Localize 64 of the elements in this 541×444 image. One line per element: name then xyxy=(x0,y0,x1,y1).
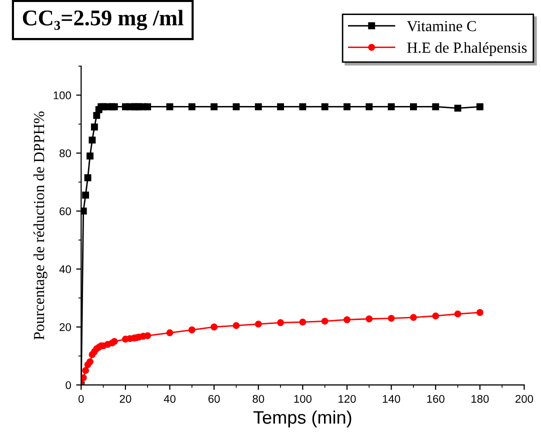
y-tick-label: 40 xyxy=(59,265,71,274)
x-tick-label: 180 xyxy=(472,394,489,403)
x-tick-label: 20 xyxy=(120,394,132,403)
point xyxy=(210,103,218,110)
point xyxy=(90,124,98,130)
point xyxy=(232,322,240,330)
point xyxy=(254,103,262,110)
x-tick-label: 120 xyxy=(338,394,356,403)
y-tick-label: 20 xyxy=(60,323,71,332)
legend-label: H.E de P.halépensis xyxy=(407,42,527,56)
point xyxy=(476,103,484,110)
point xyxy=(144,332,152,340)
point xyxy=(388,314,395,322)
x-tick-label: 60 xyxy=(208,394,220,403)
x-tick-label: 0 xyxy=(78,394,84,403)
point xyxy=(210,324,218,330)
point xyxy=(188,103,196,110)
chart-title: CC₃=2.59 mg /ml xyxy=(22,10,184,30)
x-tick-label: 200 xyxy=(516,394,534,403)
point xyxy=(93,112,100,119)
point xyxy=(388,103,395,110)
point xyxy=(454,104,462,112)
point xyxy=(476,309,484,316)
y-axis-title: Pourcentage de réduction de DPPH% xyxy=(33,112,48,340)
x-axis-title: Temps (min) xyxy=(253,410,352,428)
point xyxy=(188,326,196,334)
x-tick-label: 40 xyxy=(164,394,176,403)
y-tick-label: 0 xyxy=(66,381,71,390)
point xyxy=(366,103,373,110)
point xyxy=(321,318,328,325)
x-tick-label: 100 xyxy=(294,394,312,403)
point xyxy=(432,312,440,320)
point xyxy=(321,103,328,110)
point xyxy=(166,103,174,110)
point xyxy=(166,329,174,336)
point xyxy=(344,316,350,324)
point xyxy=(84,174,92,182)
point xyxy=(144,103,152,110)
point xyxy=(410,103,417,110)
point xyxy=(88,136,96,144)
point xyxy=(344,103,350,110)
point xyxy=(81,374,87,382)
point xyxy=(410,314,417,321)
x-tick-label: 80 xyxy=(252,394,264,403)
y-tick-label: 60 xyxy=(60,207,71,216)
y-tick-label: 100 xyxy=(54,91,71,100)
point xyxy=(232,103,240,110)
point xyxy=(299,318,306,326)
legend-label: Vitamine C xyxy=(406,20,476,32)
point xyxy=(454,310,462,318)
point xyxy=(82,366,90,374)
point xyxy=(86,358,94,366)
point xyxy=(82,192,90,199)
y-tick-label: 80 xyxy=(60,149,71,158)
x-tick-label: 140 xyxy=(382,394,400,403)
point xyxy=(86,152,94,160)
point xyxy=(299,103,306,110)
point xyxy=(277,103,284,110)
point xyxy=(254,320,262,328)
point xyxy=(432,103,440,110)
point xyxy=(277,319,284,326)
x-tick-label: 160 xyxy=(427,394,444,403)
point xyxy=(81,208,87,215)
point xyxy=(366,315,373,322)
